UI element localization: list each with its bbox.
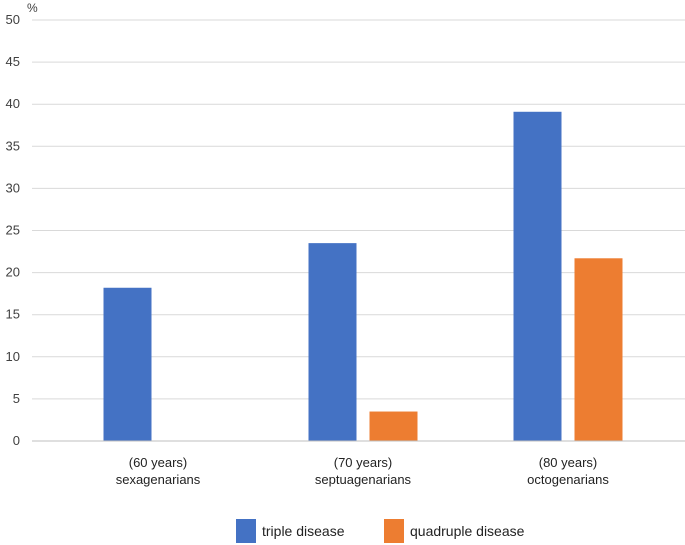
bar-triple-disease-2 bbox=[513, 111, 562, 441]
y-tick-label: 45 bbox=[6, 54, 20, 69]
bar-quadruple-disease-2 bbox=[574, 258, 623, 441]
y-tick-label: 25 bbox=[6, 223, 20, 238]
y-tick-label: 30 bbox=[6, 180, 20, 195]
y-axis-ticks: 0 5 10 15 20 25 30 35 40 45 50 bbox=[6, 12, 20, 448]
category-label-line1: (70 years) bbox=[334, 455, 393, 470]
bars bbox=[103, 111, 623, 441]
category-label-line1: (80 years) bbox=[539, 455, 598, 470]
legend: triple disease quadruple disease bbox=[236, 519, 525, 543]
bar-quadruple-disease-1 bbox=[369, 411, 418, 441]
category-label-line1: (60 years) bbox=[129, 455, 188, 470]
y-tick-label: 20 bbox=[6, 265, 20, 280]
y-axis-unit-label: % bbox=[27, 1, 38, 15]
category-label-line2: sexagenarians bbox=[116, 472, 201, 487]
legend-label-triple-disease: triple disease bbox=[262, 523, 345, 539]
legend-label-quadruple-disease: quadruple disease bbox=[410, 523, 525, 539]
y-tick-label: 50 bbox=[6, 12, 20, 27]
y-tick-label: 0 bbox=[13, 433, 20, 448]
legend-swatch-triple-disease bbox=[236, 519, 256, 543]
bar-triple-disease-1 bbox=[308, 243, 357, 441]
y-tick-label: 10 bbox=[6, 349, 20, 364]
x-axis-category-labels: (60 years) sexagenarians (70 years) septuag… bbox=[116, 455, 610, 487]
y-tick-label: 5 bbox=[13, 391, 20, 406]
legend-swatch-quadruple-disease bbox=[384, 519, 404, 543]
y-tick-label: 35 bbox=[6, 138, 20, 153]
category-label-line2: septuagenarians bbox=[315, 472, 412, 487]
y-tick-label: 40 bbox=[6, 96, 20, 111]
category-label-line2: octogenarians bbox=[527, 472, 609, 487]
bar-triple-disease-0 bbox=[103, 287, 152, 441]
y-tick-label: 15 bbox=[6, 307, 20, 322]
